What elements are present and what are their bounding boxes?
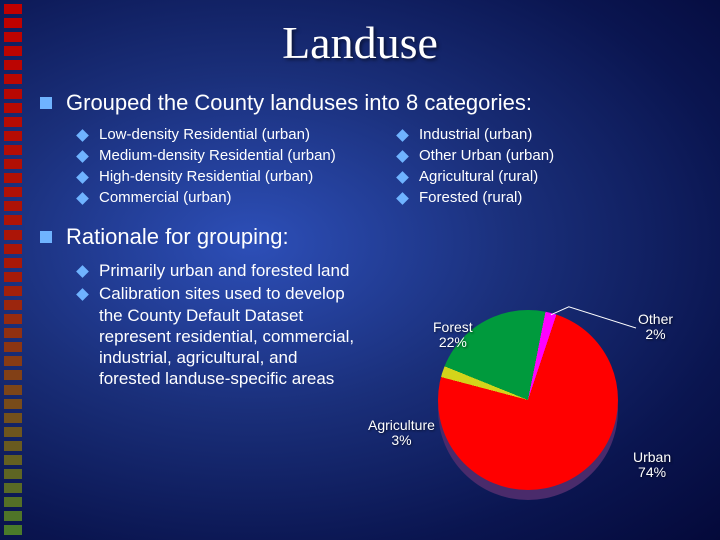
diamond-bullet-icon [396,129,409,142]
diamond-bullet-icon [76,171,89,184]
category-item: Commercial (urban) [78,189,398,206]
category-item-text: Low-density Residential (urban) [99,126,310,143]
page-title: Landuse [0,16,720,69]
category-item-text: Medium-density Residential (urban) [99,147,336,164]
main-bullet-2-text: Rationale for grouping: [66,224,289,250]
rationale-item-text: Calibration sites used to develop the Co… [99,283,358,389]
category-item-text: Agricultural (rural) [419,168,538,185]
category-item-text: Forested (rural) [419,189,522,206]
category-item-text: Industrial (urban) [419,126,532,143]
diamond-bullet-icon [76,265,89,278]
diamond-bullet-icon [396,171,409,184]
main-bullet-1-text: Grouped the County landuses into 8 categ… [66,90,532,116]
pie-slice-label: Other2% [638,312,673,343]
category-col-right: Industrial (urban) Other Urban (urban) Agr… [398,126,648,210]
rationale-list: Primarily urban and forested landCalibra… [78,260,358,390]
diamond-bullet-icon [396,150,409,163]
rationale-item: Calibration sites used to develop the Co… [78,283,358,389]
category-col-left: Low-density Residential (urban) Medium-de… [78,126,398,210]
square-bullet-icon [40,231,52,243]
category-item: Agricultural (rural) [398,168,648,185]
category-item: Medium-density Residential (urban) [78,147,398,164]
category-item-text: Other Urban (urban) [419,147,554,164]
main-bullet-1: Grouped the County landuses into 8 categ… [40,90,700,116]
category-item: Forested (rural) [398,189,648,206]
category-item: Low-density Residential (urban) [78,126,398,143]
main-bullet-2: Rationale for grouping: [40,224,700,250]
pie-slice-label: Urban74% [633,450,671,481]
diamond-bullet-icon [396,192,409,205]
diamond-bullet-icon [76,192,89,205]
category-item-text: Commercial (urban) [99,189,232,206]
decorative-side-bar [0,0,26,540]
category-item-text: High-density Residential (urban) [99,168,313,185]
category-item: High-density Residential (urban) [78,168,398,185]
category-columns: Low-density Residential (urban) Medium-de… [78,126,700,210]
pie-slice-label: Agriculture3% [368,418,435,449]
category-item: Other Urban (urban) [398,147,648,164]
diamond-bullet-icon [76,129,89,142]
rationale-item-text: Primarily urban and forested land [99,260,349,281]
category-item: Industrial (urban) [398,126,648,143]
rationale-item: Primarily urban and forested land [78,260,358,281]
pie-slice-label: Forest22% [433,320,473,351]
diamond-bullet-icon [76,150,89,163]
diamond-bullet-icon [76,288,89,301]
pie-chart: Urban74%Forest22%Other2%Agriculture3% [378,300,708,520]
square-bullet-icon [40,97,52,109]
